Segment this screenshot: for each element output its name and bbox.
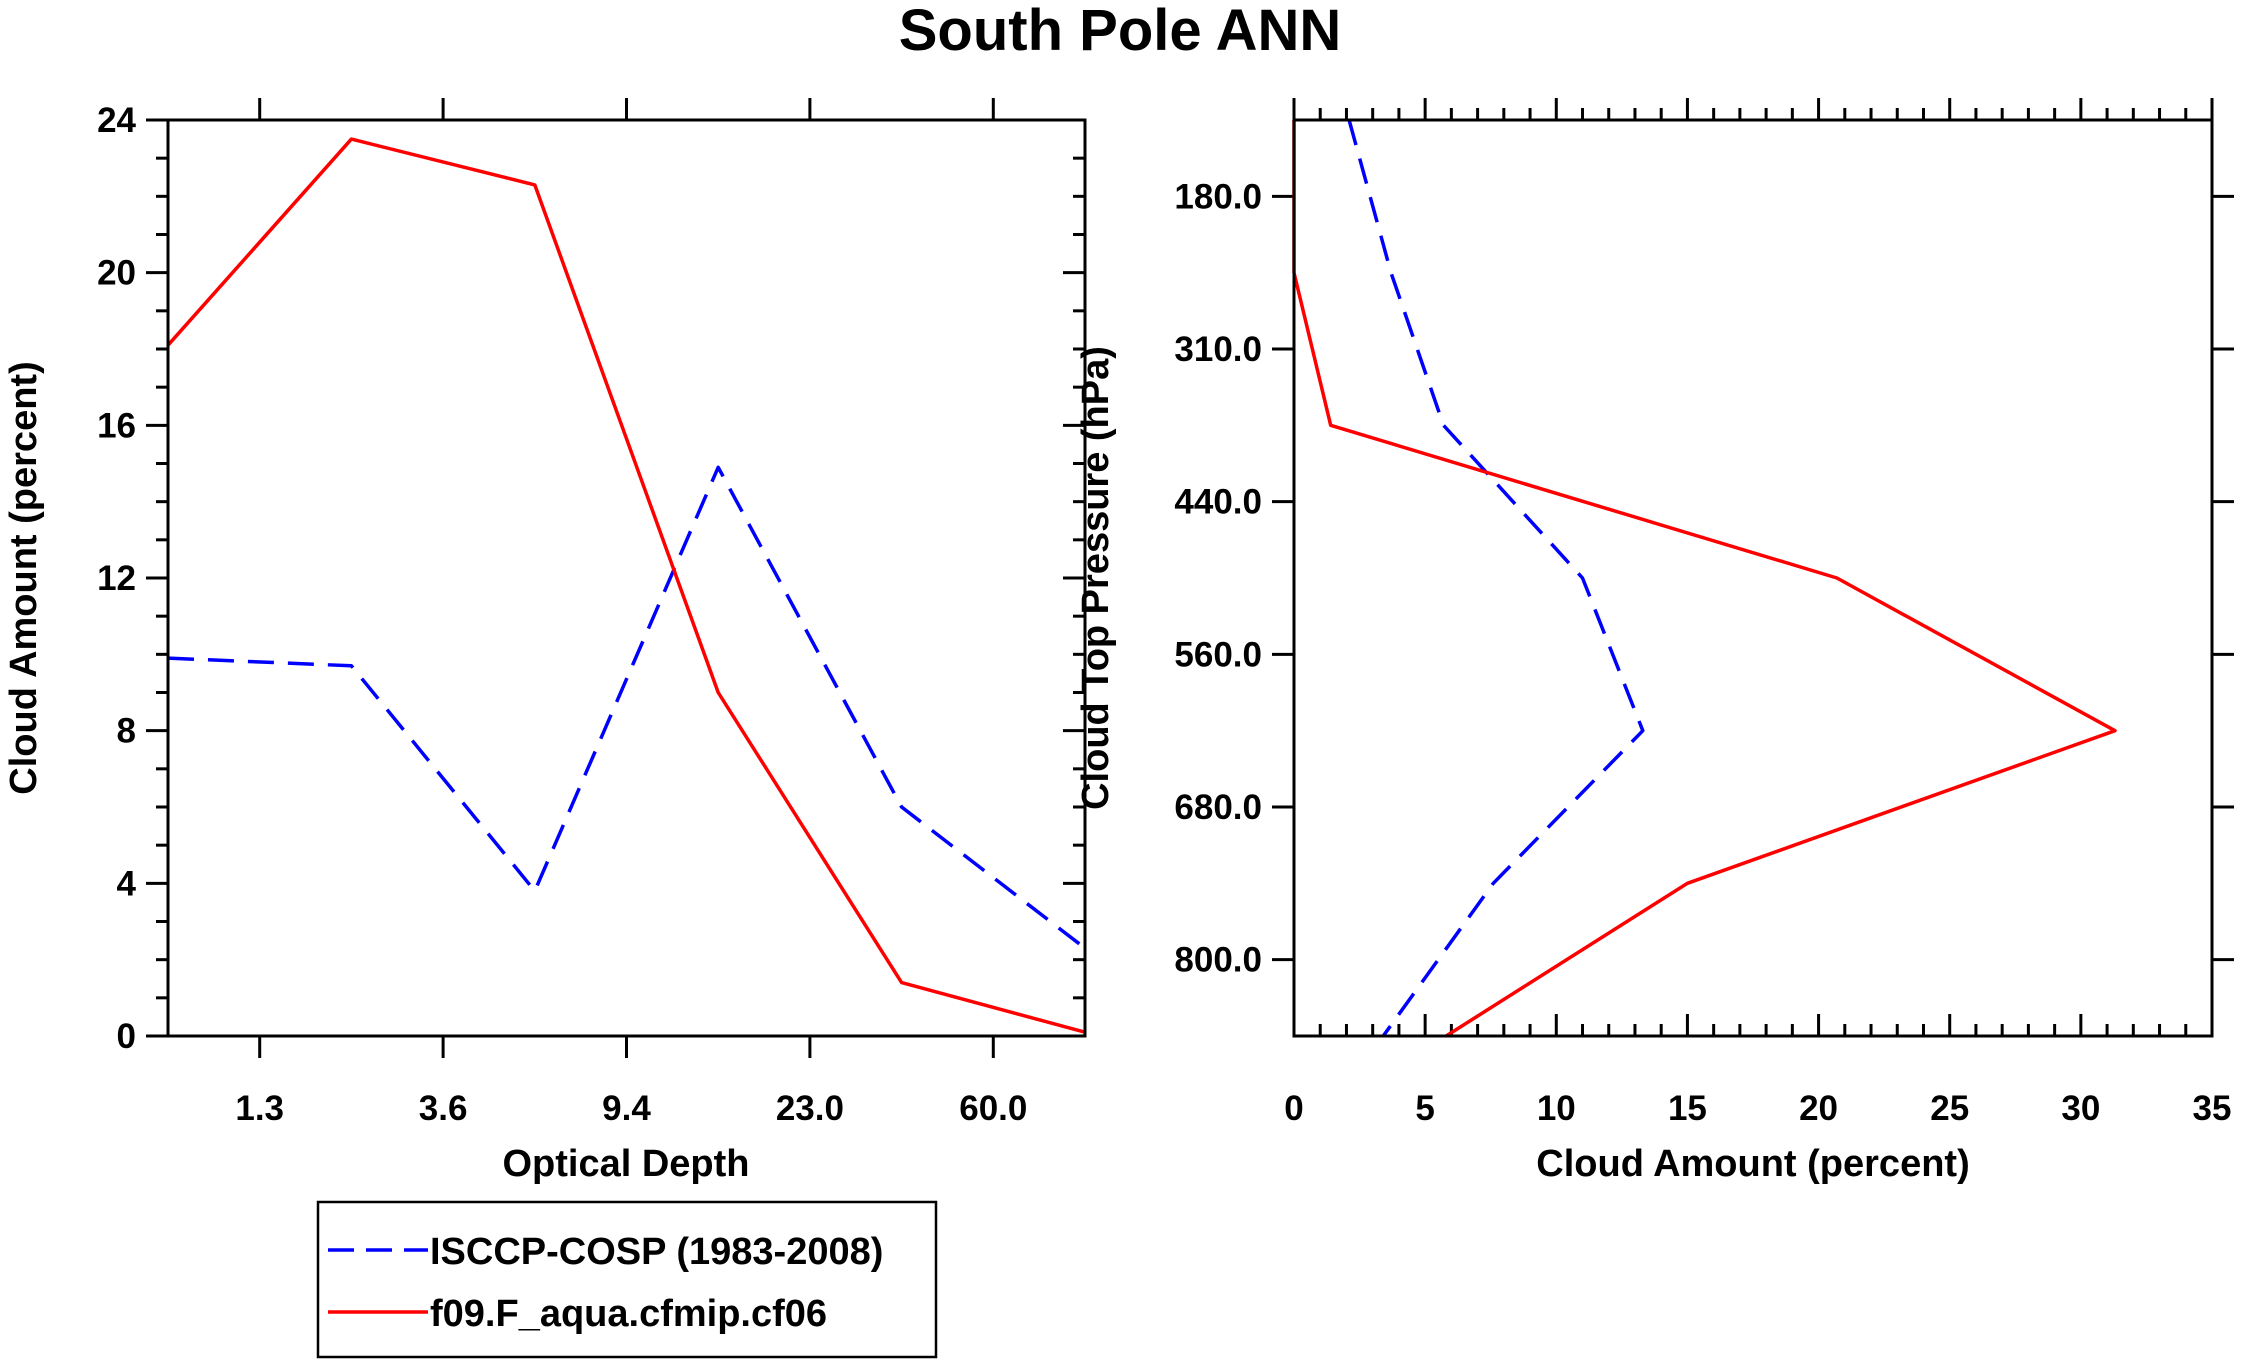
right-y-tick-label: 440.0: [1174, 483, 1262, 522]
right-y-tick-label: 310.0: [1174, 330, 1262, 369]
right-x-tick-label: 0: [1284, 1089, 1303, 1128]
figure-title: South Pole ANN: [899, 0, 1342, 63]
left-x-tick-label: 1.3: [235, 1089, 284, 1128]
right-x-axis-label: Cloud Amount (percent): [1536, 1143, 1969, 1185]
right-series: [1292, 119, 2117, 1038]
legend-box: [316, 1200, 938, 1359]
left-chart-panel: 0 4 8 12 16 20 24 1.3 3.6 9.4 23.0 60.0 Optical Dep…: [3, 98, 1087, 1185]
left-y-tick-label: 24: [97, 101, 136, 140]
right-y-tick-label: 800.0: [1174, 941, 1262, 980]
right-chart-panel: 0 5 10 15 20 25 30 35 180.0 310.0 440.0 560.0 680.0 8…: [1075, 98, 2234, 1185]
left-plot-frame: [166, 118, 1087, 1038]
left-y-tick-label: 20: [97, 254, 136, 293]
left-x-tick-label: 23.0: [776, 1089, 844, 1128]
legend: ISCCP-COSP (1983-2008) f09.F_aqua.cfmip.c…: [316, 1200, 938, 1359]
left-ticks: [146, 98, 1085, 1058]
right-x-tick-label: 15: [1668, 1089, 1707, 1128]
right-x-tick-label: 35: [2193, 1089, 2232, 1128]
right-x-tick-label: 30: [2061, 1089, 2100, 1128]
right-tick-labels: 0 5 10 15 20 25 30 35 180.0 310.0 440.0 560.0 680.0 8…: [1174, 177, 2231, 1128]
left-x-axis-label: Optical Depth: [502, 1143, 749, 1185]
left-x-tick-label: 9.4: [602, 1089, 651, 1128]
left-y-tick-label: 0: [117, 1017, 136, 1056]
right-ticks: [1272, 98, 2234, 1036]
right-plot-frame: [1292, 118, 2214, 1038]
left-y-tick-label: 8: [117, 712, 136, 751]
legend-entries: ISCCP-COSP (1983-2008) f09.F_aqua.cfmip.c…: [328, 1231, 883, 1335]
left-y-tick-label: 4: [117, 864, 137, 903]
right-y-tick-label: 680.0: [1174, 788, 1262, 827]
left-series: [166, 137, 1087, 1034]
left-y-tick-label: 12: [97, 559, 136, 598]
right-series-line-isccp: [1347, 119, 1645, 1038]
right-y-tick-label: 560.0: [1174, 635, 1262, 674]
right-y-axis-label: Cloud Top Pressure (hPa): [1075, 346, 1117, 810]
right-x-tick-label: 5: [1415, 1089, 1434, 1128]
left-y-tick-label: 16: [97, 406, 136, 445]
legend-label-model: f09.F_aqua.cfmip.cf06: [430, 1293, 827, 1335]
left-series-line-isccp: [167, 465, 1087, 950]
left-series-line-model: [166, 137, 1086, 1034]
right-x-tick-label: 25: [1930, 1089, 1969, 1128]
right-x-tick-label: 10: [1537, 1089, 1576, 1128]
left-x-tick-label: 60.0: [959, 1089, 1027, 1128]
left-tick-labels: 0 4 8 12 16 20 24 1.3 3.6 9.4 23.0 60.0: [97, 101, 1027, 1128]
left-x-tick-label: 3.6: [419, 1089, 468, 1128]
legend-label-isccp: ISCCP-COSP (1983-2008): [430, 1231, 883, 1273]
left-y-axis-label: Cloud Amount (percent): [3, 361, 45, 794]
right-series-line-model: [1292, 120, 2117, 1038]
right-x-tick-label: 20: [1799, 1089, 1838, 1128]
right-y-tick-label: 180.0: [1174, 177, 1262, 216]
